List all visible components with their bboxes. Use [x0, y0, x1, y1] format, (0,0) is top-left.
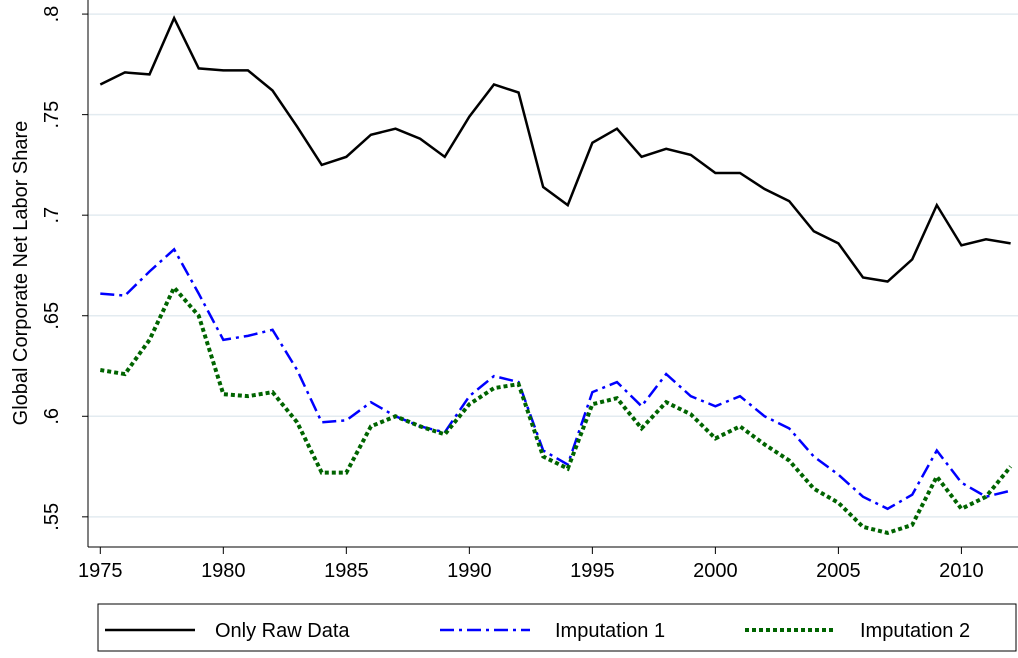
y-tick-label: .6 [41, 408, 63, 425]
x-tick-label: 1975 [78, 560, 123, 582]
y-tick-label: .55 [41, 503, 63, 531]
series-line [100, 247, 1011, 511]
x-tick-label: 2010 [939, 560, 984, 582]
series-line [99, 283, 1013, 536]
x-tick-label: 2000 [693, 560, 738, 582]
series-line [99, 15, 1011, 283]
x-tick-label: 1980 [201, 560, 246, 582]
x-tick-label: 1990 [447, 560, 492, 582]
legend-label: Imputation 1 [555, 620, 665, 642]
legend-label: Imputation 2 [860, 620, 970, 642]
y-tick-label: .8 [41, 6, 63, 23]
y-tick-label: .7 [41, 207, 63, 224]
y-tick-label: .75 [41, 101, 63, 129]
x-tick-label: 1985 [324, 560, 369, 582]
legend-box [97, 603, 1017, 652]
x-tick-label: 1995 [570, 560, 615, 582]
x-tick-label: 2005 [816, 560, 861, 582]
y-tick-label: .65 [41, 302, 63, 330]
legend-label: Only Raw Data [215, 620, 350, 642]
y-axis-label: Global Corporate Net Labor Share [10, 121, 32, 426]
